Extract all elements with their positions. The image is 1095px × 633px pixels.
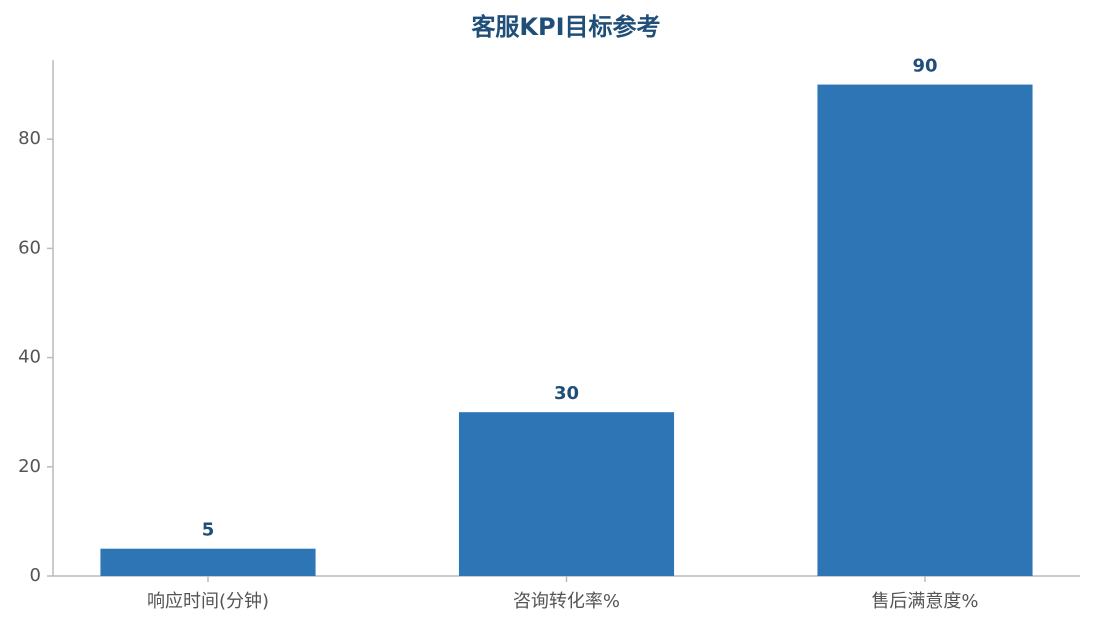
x-tick-label: 售后满意度% <box>871 591 978 612</box>
y-tick-label: 60 <box>18 237 41 258</box>
value-label: 30 <box>554 383 579 404</box>
y-tick-label: 20 <box>18 456 41 477</box>
x-tick-label: 咨询转化率% <box>513 591 620 612</box>
bar <box>458 412 675 576</box>
y-tick-label: 80 <box>18 128 41 149</box>
bar <box>817 84 1033 577</box>
x-tick-label: 响应时间(分钟) <box>147 591 269 612</box>
y-tick-label: 40 <box>18 347 41 368</box>
value-label: 90 <box>912 56 937 77</box>
bar <box>100 548 316 576</box>
y-tick-label: 0 <box>30 565 41 586</box>
value-label: 5 <box>202 520 215 541</box>
chart-title: 客服KPI目标参考 <box>471 13 660 41</box>
